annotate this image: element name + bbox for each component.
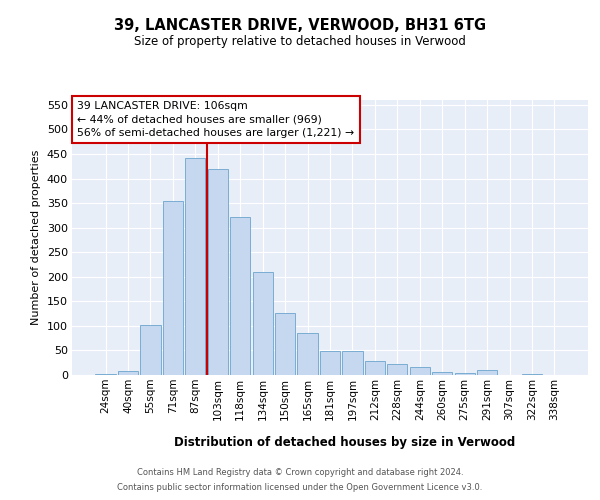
Text: Contains HM Land Registry data © Crown copyright and database right 2024.: Contains HM Land Registry data © Crown c… (137, 468, 463, 477)
Bar (185, 158, 205, 375)
Bar (522, 374, 542, 375)
Bar (365, 361, 385, 375)
Bar (275, 312, 295, 375)
Bar (455, 372, 475, 375)
Bar (230, 218, 250, 375)
Bar (163, 201, 183, 375)
Bar (410, 366, 430, 375)
Text: Size of property relative to detached houses in Verwood: Size of property relative to detached ho… (134, 35, 466, 48)
Bar (343, 352, 362, 375)
Text: Contains public sector information licensed under the Open Government Licence v3: Contains public sector information licen… (118, 483, 482, 492)
Bar (253, 272, 273, 375)
Bar (208, 169, 228, 375)
Bar (118, 371, 138, 375)
Text: Distribution of detached houses by size in Verwood: Distribution of detached houses by size … (175, 436, 515, 449)
Bar (320, 351, 340, 375)
Bar (140, 325, 161, 375)
Text: 39 LANCASTER DRIVE: 106sqm
← 44% of detached houses are smaller (969)
56% of sem: 39 LANCASTER DRIVE: 106sqm ← 44% of deta… (77, 102, 354, 138)
Bar (95, 374, 116, 375)
Bar (432, 372, 452, 375)
Text: 39, LANCASTER DRIVE, VERWOOD, BH31 6TG: 39, LANCASTER DRIVE, VERWOOD, BH31 6TG (114, 18, 486, 32)
Bar (477, 370, 497, 375)
Bar (387, 364, 407, 375)
Bar (298, 334, 317, 375)
Y-axis label: Number of detached properties: Number of detached properties (31, 150, 41, 325)
